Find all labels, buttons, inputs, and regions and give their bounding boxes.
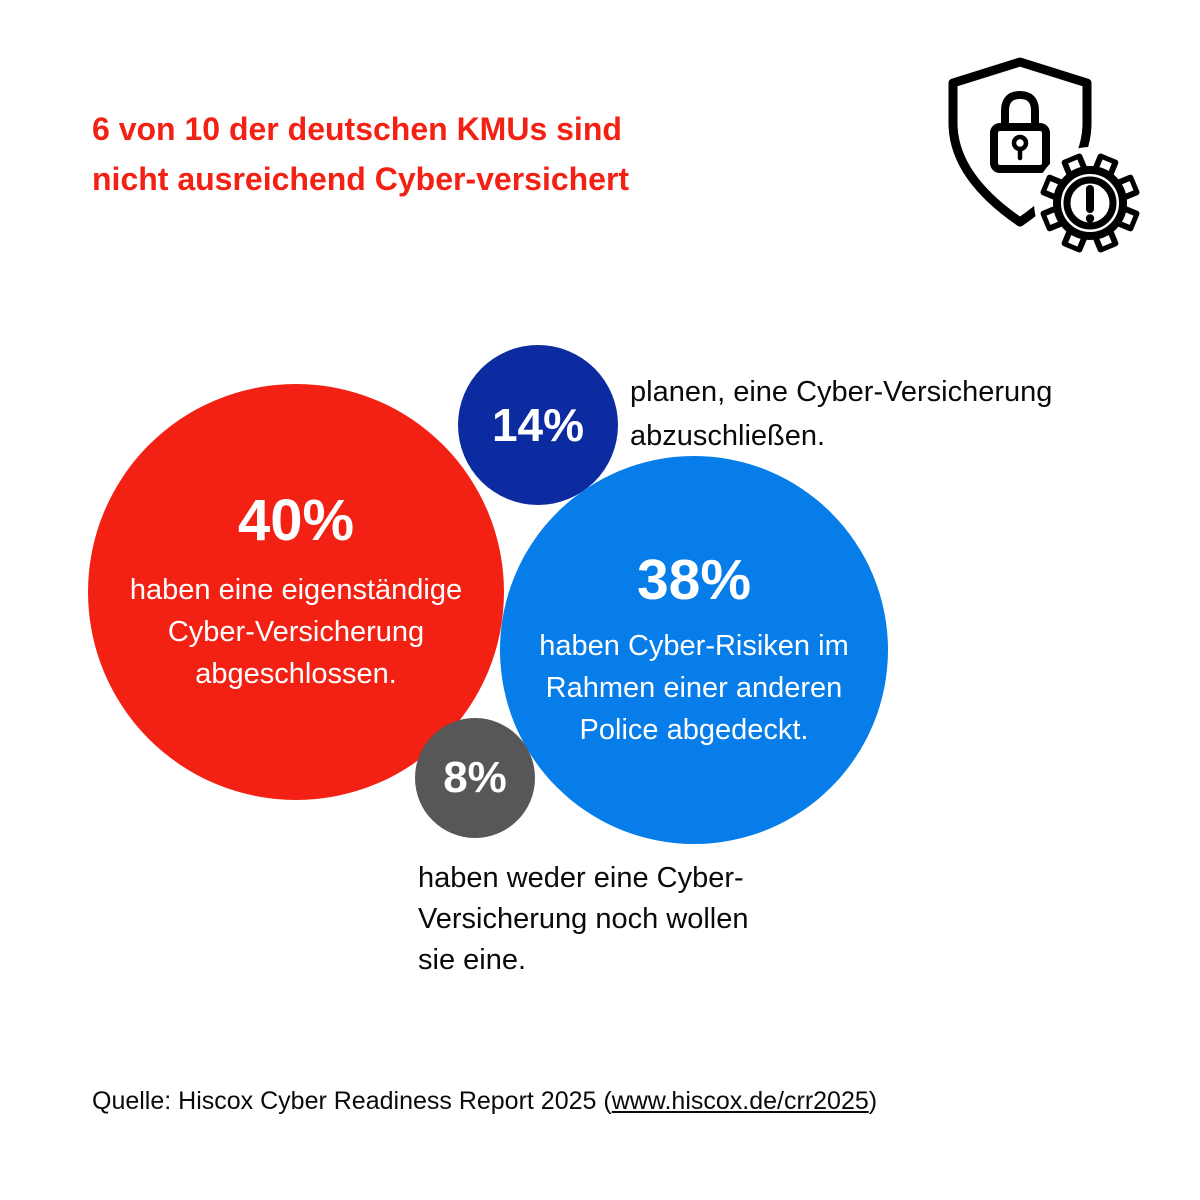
caption-line: haben Cyber-Risiken im	[539, 630, 849, 663]
page-title-line-2: nicht ausreichend Cyber-versichert	[92, 161, 630, 197]
bubble-caption-38: haben Cyber-Risiken im Rahmen einer ande…	[539, 625, 848, 751]
shield-lock-gear-alert-icon	[948, 57, 1145, 255]
bubble-plan-insurance: 14%	[458, 345, 618, 505]
caption-no-insurance: haben weder eine Cyber- Versicherung noc…	[418, 858, 748, 981]
caption-line: Cyber-Versicherung	[167, 615, 425, 648]
bubble-caption-40: haben eine eigenständige Cyber-Versicher…	[130, 569, 462, 695]
caption-line: Police abgedeckt.	[579, 714, 809, 747]
gear-alert-icon	[1034, 147, 1145, 255]
bubble-value-14: 14%	[491, 398, 585, 451]
page-title: 6 von 10 der deutschen KMUs sind nicht a…	[92, 104, 629, 204]
bubble-standalone-cyber-insurance: 40% haben eine eigenständige Cyber-Versi…	[88, 384, 504, 800]
caption-line: haben weder eine Cyber-	[418, 862, 744, 894]
bubble-value-40: 40%	[237, 488, 355, 554]
source-line: Quelle: Hiscox Cyber Readiness Report 20…	[92, 1087, 877, 1116]
source-link[interactable]: www.hiscox.de/crr2025	[611, 1087, 869, 1115]
caption-line: abzuschließen.	[630, 420, 826, 452]
exclamation-dot-icon	[1085, 214, 1095, 223]
caption-line: planen, eine Cyber-Versicherung	[630, 376, 1053, 408]
caption-line: haben eine eigenständige	[129, 573, 463, 606]
lock-shackle-icon	[1001, 90, 1039, 128]
caption-plan-insurance: planen, eine Cyber-Versicherung abzuschl…	[630, 370, 1052, 458]
caption-line: abgeschlossen.	[195, 657, 397, 690]
bubble-no-insurance: 8%	[415, 718, 535, 838]
page-title-line-1: 6 von 10 der deutschen KMUs sind	[92, 111, 622, 147]
bubble-value-8: 8%	[443, 752, 507, 802]
bubble-value-38: 38%	[636, 547, 752, 612]
source-suffix: )	[868, 1087, 878, 1115]
caption-line: sie eine.	[418, 944, 527, 976]
caption-line: Versicherung noch wollen	[418, 903, 749, 935]
shield-icon	[948, 57, 1092, 227]
source-prefix: Quelle: Hiscox Cyber Readiness Report 20…	[92, 1087, 612, 1115]
bubble-other-policy: 38% haben Cyber-Risiken im Rahmen einer …	[500, 456, 888, 844]
caption-line: Rahmen einer anderen	[545, 672, 843, 705]
